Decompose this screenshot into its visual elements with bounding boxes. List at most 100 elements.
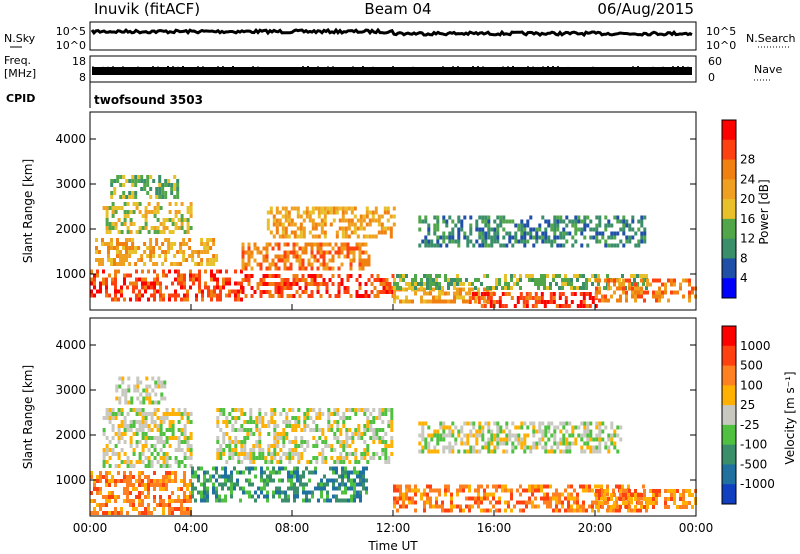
- heatmap-cell: [314, 470, 317, 475]
- heatmap-cell: [306, 408, 310, 412]
- heatmap-cell: [574, 223, 578, 228]
- heatmap-cell: [571, 235, 575, 240]
- heatmap-cell: [273, 440, 277, 444]
- heatmap-cell: [347, 474, 350, 479]
- heatmap-cell: [117, 218, 121, 222]
- heatmap-cell: [281, 466, 284, 471]
- heatmap-cell: [129, 499, 132, 503]
- heatmap-cell: [159, 222, 163, 226]
- heatmap-cell: [274, 262, 278, 267]
- heatmap-cell: [173, 183, 177, 187]
- heatmap-cell: [610, 223, 614, 228]
- heatmap-cell: [450, 504, 453, 509]
- heatmap-cell: [522, 296, 526, 300]
- heatmap-cell: [387, 420, 391, 424]
- heatmap-cell: [342, 412, 346, 416]
- heatmap-cell: [201, 289, 204, 294]
- heatmap-cell: [306, 424, 310, 428]
- nsky-trace: [90, 27, 693, 38]
- heatmap-cell: [206, 238, 210, 242]
- heatmap-cell: [424, 437, 428, 442]
- heatmap-cell: [126, 424, 130, 428]
- heatmap-cell: [153, 210, 157, 214]
- heatmap-cell: [325, 242, 329, 247]
- heatmap-cell: [114, 269, 117, 274]
- heatmap-cell: [634, 493, 637, 497]
- heatmap-cell: [294, 440, 298, 444]
- heatmap-cell: [326, 478, 329, 483]
- heatmap-cell: [448, 441, 452, 446]
- heatmap-cell: [591, 508, 594, 513]
- heatmap-cell: [691, 505, 694, 509]
- heatmap-cell: [289, 266, 293, 271]
- heatmap-cell: [579, 300, 583, 304]
- heatmap-cell: [141, 499, 144, 503]
- heatmap-cell: [341, 474, 344, 479]
- heatmap-cell: [373, 278, 377, 282]
- heatmap-cell: [118, 400, 122, 405]
- heatmap-cell: [278, 486, 281, 491]
- heatmap-cell: [496, 227, 500, 232]
- heatmap-cell: [682, 489, 685, 493]
- heatmap-cell: [496, 425, 500, 430]
- heatmap-cell: [132, 507, 135, 511]
- heatmap-cell: [198, 285, 201, 290]
- heatmap-cell: [421, 239, 425, 244]
- heatmap-cell: [621, 484, 624, 489]
- heatmap-cell: [369, 456, 373, 460]
- heatmap-cell: [306, 416, 310, 420]
- heatmap-cell: [144, 432, 148, 436]
- heatmap-cell: [270, 420, 274, 424]
- heatmap-cell: [303, 420, 307, 424]
- heatmap-cell: [495, 488, 498, 493]
- heatmap-cell: [268, 266, 272, 271]
- heatmap-cell: [198, 289, 201, 294]
- heatmap-cell: [607, 223, 611, 228]
- heatmap-cell: [489, 300, 493, 304]
- heatmap-cell: [212, 486, 215, 491]
- heatmap-cell: [258, 448, 262, 452]
- heatmap-cell: [538, 421, 542, 426]
- heatmap-cell: [606, 274, 609, 278]
- heatmap-cell: [147, 424, 151, 428]
- heatmap-cell: [649, 501, 652, 505]
- nave-point: [157, 66, 159, 69]
- heatmap-cell: [478, 235, 482, 240]
- heatmap-cell: [147, 210, 151, 214]
- heatmap-cell: [324, 456, 328, 460]
- heatmap-cell: [427, 445, 431, 450]
- heatmap-cell: [183, 428, 187, 432]
- heatmap-cell: [98, 250, 101, 254]
- heatmap-cell: [380, 214, 384, 219]
- heatmap-cell: [124, 392, 128, 397]
- heatmap-cell: [189, 269, 192, 274]
- heatmap-cell: [565, 445, 569, 450]
- heatmap-cell: [433, 231, 437, 236]
- heatmap-cell: [189, 456, 193, 460]
- heatmap-cell: [141, 408, 145, 412]
- heatmap-cell: [120, 511, 123, 515]
- heatmap-cell: [272, 234, 276, 239]
- heatmap-cell: [265, 274, 269, 278]
- heatmap-cell: [456, 287, 459, 292]
- heatmap-cell: [246, 420, 250, 424]
- heatmap-cell: [597, 508, 600, 513]
- heatmap-cell: [323, 210, 327, 215]
- heatmap-cell: [316, 290, 320, 294]
- heatmap-cell: [610, 231, 614, 236]
- heatmap-cell: [267, 452, 271, 456]
- nave-point: [117, 67, 119, 70]
- heatmap-cell: [459, 295, 462, 300]
- heatmap-cell: [158, 183, 162, 187]
- heatmap-cell: [577, 219, 581, 224]
- heatmap-cell: [495, 484, 498, 489]
- heatmap-cell: [326, 498, 329, 503]
- nave-point: [102, 66, 104, 69]
- heatmap-cell: [265, 250, 269, 255]
- heatmap-cell: [487, 449, 491, 454]
- heatmap-cell: [465, 299, 468, 304]
- heatmap-cell: [514, 235, 518, 240]
- heatmap-cell: [438, 295, 441, 300]
- heatmap-cell: [607, 286, 610, 291]
- heatmap-cell: [180, 479, 183, 483]
